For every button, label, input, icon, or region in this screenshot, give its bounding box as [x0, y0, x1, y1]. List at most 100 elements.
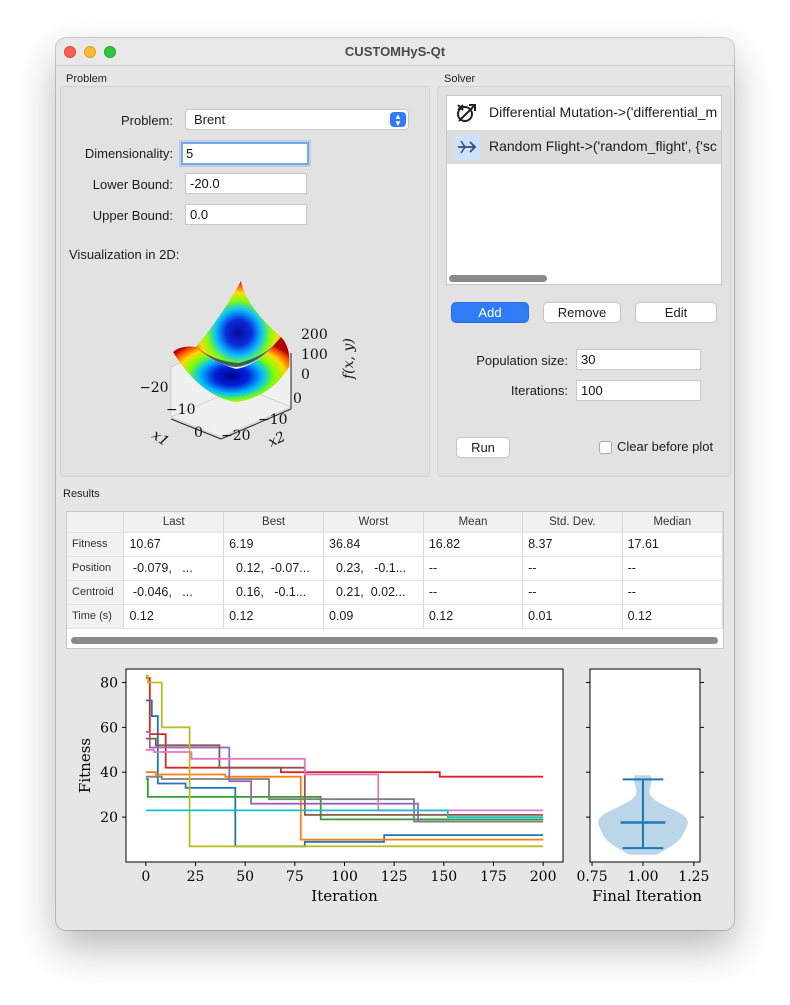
clear-before-plot-checkbox[interactable]	[599, 441, 612, 454]
window-title: CUSTOMHyS-Qt	[344, 44, 446, 59]
x-tick-label: 25	[187, 869, 205, 885]
plot-area	[126, 669, 563, 862]
add-button[interactable]: Add	[451, 302, 529, 323]
problem-select-value: Brent	[194, 112, 226, 127]
table-cell[interactable]: --	[423, 580, 524, 605]
table-cell[interactable]: 0.09	[323, 604, 424, 629]
solver-list[interactable]: Differential Mutation->('differential_m …	[446, 95, 722, 285]
x-tick-label: 1.25	[678, 869, 709, 885]
x-axis-label: Final Iteration	[592, 887, 702, 905]
table-cell[interactable]: 36.84	[323, 532, 424, 557]
table-cell[interactable]: 17.61	[622, 532, 723, 557]
remove-button[interactable]: Remove	[543, 302, 621, 323]
row-header[interactable]: Position	[67, 556, 125, 581]
series-line	[145, 674, 544, 848]
y-tick-label: 40	[100, 765, 118, 781]
surface-mesh	[173, 337, 290, 402]
x1-tick: −10	[166, 402, 196, 418]
x1-tick: −20	[141, 380, 169, 396]
iterations-input[interactable]	[576, 380, 701, 401]
x2-tick: −10	[258, 412, 288, 428]
x-tick-label: 50	[236, 869, 254, 885]
column-header[interactable]: Worst	[323, 512, 424, 533]
column-header[interactable]: Best	[223, 512, 324, 533]
table-cell[interactable]: 0.12	[123, 604, 225, 629]
y-axis-label: Fitness	[76, 738, 94, 793]
row-header[interactable]: Time (s)	[67, 604, 125, 629]
surface-plot: −20 −10 0 −20 −10 0 200 100 0 x1 x2 f(x,…	[141, 281, 357, 451]
column-header[interactable]: Median	[622, 512, 723, 533]
solver-item-label: Differential Mutation->('differential_m	[489, 104, 718, 120]
solver-list-item[interactable]: Random Flight->('random_flight', {'sc	[447, 130, 721, 164]
table-cell[interactable]: 0.16, -0.1...	[223, 580, 324, 605]
table-cell[interactable]: 0.12	[223, 604, 324, 629]
run-button[interactable]: Run	[456, 437, 510, 458]
table-cell[interactable]: --	[522, 556, 623, 581]
x-tick-label: 0.75	[576, 869, 607, 885]
row-header[interactable]: Fitness	[67, 532, 125, 557]
upper-bound-input[interactable]	[185, 204, 307, 225]
population-size-label: Population size:	[476, 353, 568, 368]
x2-tick: 0	[293, 391, 302, 407]
lower-bound-input[interactable]	[185, 173, 307, 194]
minimize-window-button[interactable]	[84, 46, 96, 58]
table-cell[interactable]: 0.12	[622, 604, 723, 629]
series-line	[145, 737, 544, 816]
fitness-chart: 0 25 50 75 100 125 150 175 200 20 40 60 80 Iteration F…	[76, 668, 564, 905]
random-flight-icon	[454, 134, 480, 160]
x-tick-label: 75	[286, 869, 304, 885]
plot-area	[590, 669, 700, 862]
table-cell[interactable]: -0.079, ...	[123, 556, 225, 581]
column-header[interactable]: Last	[123, 512, 225, 533]
results-scrollbar[interactable]	[71, 637, 718, 644]
table-cell[interactable]: -0.046, ...	[123, 580, 225, 605]
table-cell[interactable]: --	[522, 580, 623, 605]
table-cell[interactable]: 0.21, 0.02...	[323, 580, 424, 605]
y-tick-label: 80	[100, 675, 118, 691]
problem-select[interactable]: Brent ▲ ▼	[185, 109, 409, 130]
x2-tick: −20	[221, 428, 251, 444]
upper-bound-label: Upper Bound:	[92, 208, 173, 223]
series-line	[145, 699, 544, 848]
surface-top	[196, 281, 281, 367]
series-line	[145, 748, 544, 812]
clear-before-plot-label: Clear before plot	[617, 439, 714, 454]
column-header[interactable]: Std. Dev.	[522, 512, 623, 533]
column-header[interactable]: Mean	[423, 512, 524, 533]
z-tick: 200	[301, 327, 328, 343]
table-cell[interactable]: 0.12	[423, 604, 524, 629]
edit-button[interactable]: Edit	[635, 302, 717, 323]
table-cell[interactable]: 0.01	[522, 604, 623, 629]
solver-list-item[interactable]: Differential Mutation->('differential_m	[447, 96, 721, 130]
series-line	[145, 771, 544, 841]
row-header[interactable]: Centroid	[67, 580, 125, 605]
table-row: Centroid -0.046, ... 0.16, -0.1... 0.21,…	[67, 580, 723, 605]
results-table[interactable]: Last Best Worst Mean Std. Dev. Median Fi…	[66, 511, 724, 649]
series-line	[145, 775, 544, 823]
table-row: Fitness 10.67 6.19 36.84 16.82 8.37 17.61	[67, 532, 723, 557]
table-cell[interactable]: --	[423, 556, 524, 581]
problem-label: Problem:	[120, 113, 173, 128]
differential-mutation-icon	[454, 100, 480, 126]
population-size-input[interactable]	[576, 349, 701, 370]
dimensionality-input[interactable]	[181, 142, 309, 165]
table-cell[interactable]: 16.82	[423, 532, 524, 557]
table-cell[interactable]: 8.37	[522, 532, 623, 557]
dimensionality-label: Dimensionality:	[84, 146, 173, 161]
table-cell[interactable]: 0.23, -0.1...	[323, 556, 424, 581]
table-cell[interactable]: 6.19	[223, 532, 324, 557]
x-tick-label: 1.00	[627, 869, 658, 885]
table-cell[interactable]: 10.67	[123, 532, 225, 557]
x1-axis-label: x1	[149, 427, 172, 450]
solver-list-scrollbar[interactable]	[449, 275, 547, 282]
close-window-button[interactable]	[64, 46, 76, 58]
table-cell[interactable]: --	[622, 580, 723, 605]
table-cell[interactable]: --	[622, 556, 723, 581]
series-line	[145, 778, 544, 821]
table-cell[interactable]: 0.12, -0.07...	[223, 556, 324, 581]
x-tick-label: 125	[381, 869, 408, 885]
y-tick-label: 60	[100, 720, 118, 736]
maximize-window-button[interactable]	[104, 46, 116, 58]
results-group-label: Results	[63, 488, 100, 500]
z-tick: 0	[301, 367, 310, 383]
